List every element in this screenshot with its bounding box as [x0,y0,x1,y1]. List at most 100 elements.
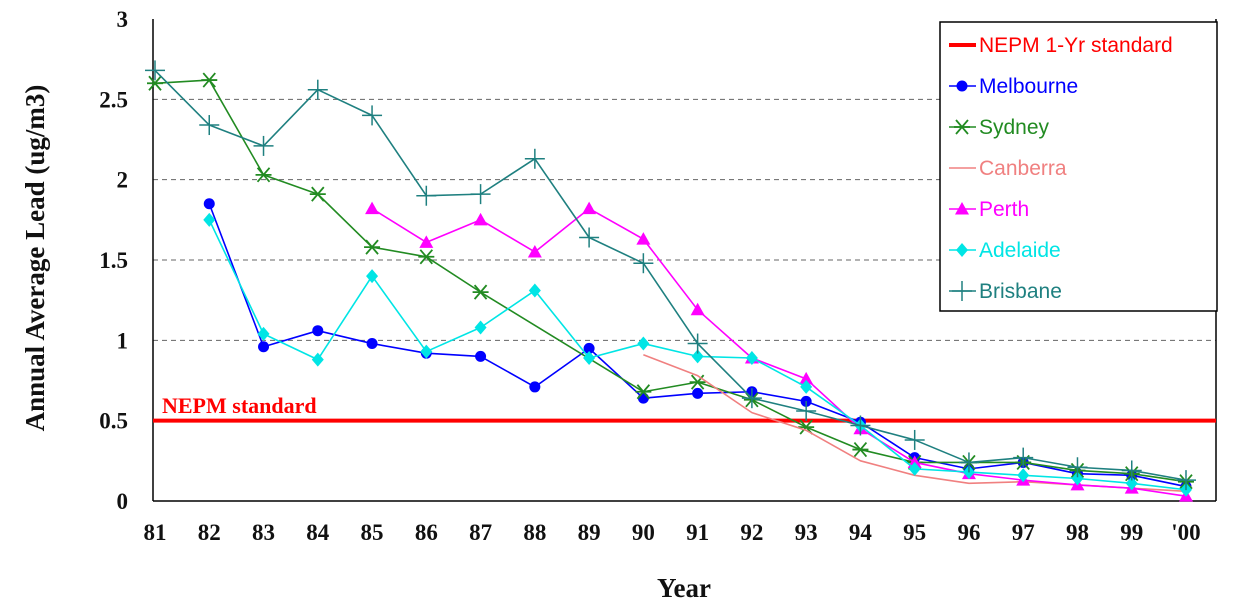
x-axis-title: Year [657,573,711,603]
data-point [637,336,650,351]
data-point-stroke [202,72,216,88]
data-point [1125,476,1138,491]
data-point [579,227,600,248]
data-point [850,415,871,436]
data-point [203,212,216,227]
data-point [366,269,379,284]
legend-box [939,21,1218,312]
data-point-stroke [853,442,868,458]
data-point [475,350,487,362]
data-point [952,281,972,301]
legend-item: Melbourne [949,75,1078,98]
data-point [474,320,487,335]
data-point [257,326,270,341]
data-point [311,352,324,367]
legend-label: Perth [979,198,1029,221]
legend-label: Sydney [979,116,1050,139]
data-point [470,184,491,205]
data-point [258,341,270,353]
x-tick-label: 87 [469,520,492,545]
data-point [800,379,813,394]
data-point [908,461,921,476]
x-tick-label: 96 [957,520,980,545]
data-point-stroke [419,249,433,265]
data-point-stroke [256,167,271,183]
y-tick-label: 3 [117,7,129,32]
data-point [745,351,758,366]
legend-items: NEPM 1-Yr standard Melbourne Sydney Canberr… [949,34,1173,303]
x-tick-label: 85 [361,520,384,545]
y-tick-label: 1.5 [99,248,128,273]
nepm-standard-label: NEPM standard [162,393,317,418]
data-point [796,401,817,422]
data-point [472,284,489,300]
data-point [1071,471,1084,486]
y-tick-label: 2 [117,168,129,193]
x-tick-label: 91 [686,520,709,545]
data-point [741,388,762,409]
data-point [582,201,597,215]
legend-label: Brisbane [979,280,1062,303]
data-point [852,442,869,458]
data-point-stroke [955,119,969,135]
data-point [145,60,165,81]
data-point [904,429,925,450]
y-tick-label: 0.5 [99,409,128,434]
data-point [364,239,381,255]
x-tick-label: 99 [1120,520,1143,545]
data-point [907,455,922,468]
legend-item: Perth [949,198,1029,221]
data-point [635,384,652,400]
x-tick-label: 83 [252,520,275,545]
x-tick-label: '00 [1171,520,1200,545]
data-point [473,212,488,226]
data-point [954,119,970,135]
legend-label: Melbourne [979,75,1078,98]
data-point [958,452,979,473]
data-point [529,381,541,393]
data-point [309,186,326,202]
x-tick-label: 97 [1012,520,1035,545]
legend-label: NEPM 1-Yr standard [979,34,1173,57]
data-point [583,342,595,354]
series-line-perth [371,207,1187,497]
y-axis-title: Annual Average Lead (ug/m3) [20,85,50,432]
data-point [956,80,968,92]
data-point [365,201,380,215]
legend-item: Canberra [949,157,1067,180]
data-point-stroke [473,284,488,300]
x-tick-label: 90 [632,520,655,545]
x-tick-label: 95 [903,520,926,545]
data-point [524,148,545,169]
x-tick-label: 93 [795,520,818,545]
data-point [312,325,324,337]
legend-item: Sydney [949,116,1050,139]
x-tick-label: 98 [1066,520,1089,545]
x-tick-label: 82 [198,520,221,545]
data-point [307,79,328,100]
x-tick-label: 86 [415,520,438,545]
data-point [637,392,649,404]
data-point [690,302,705,316]
data-point [527,244,542,258]
data-point [1013,447,1034,468]
tick-labels: 0 0.5 1 1.5 2 2.5 3 81 82 83 84 85 86 87 88 89 90 91 92 93 9… [99,7,1200,545]
data-point-stroke [311,186,325,202]
x-tick-label: 89 [578,520,601,545]
data-point [199,115,220,136]
legend-item: NEPM 1-Yr standard [949,34,1173,57]
legend-label: Adelaide [979,239,1061,262]
x-tick-label: 84 [306,520,330,545]
data-point [201,72,218,88]
data-point-stroke [799,419,813,435]
data-point-stroke [148,75,162,91]
data-point [147,75,163,91]
data-point [1017,468,1030,483]
data-point [583,351,596,366]
data-point [1121,460,1142,481]
legend-label: Canberra [979,157,1067,180]
data-point [799,371,814,385]
series-adelaide [203,212,1192,497]
data-point [692,387,704,399]
